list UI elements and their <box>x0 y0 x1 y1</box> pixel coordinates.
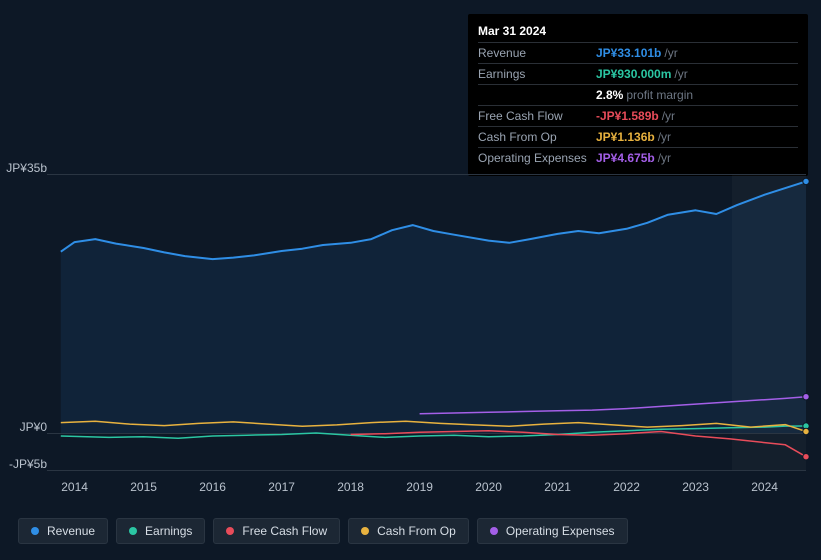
legend-item[interactable]: Revenue <box>18 518 108 544</box>
x-axis-label: 2023 <box>682 480 709 494</box>
legend-item[interactable]: Earnings <box>116 518 205 544</box>
x-axis-label: 2019 <box>406 480 433 494</box>
series-endpoint <box>803 178 809 184</box>
tooltip-date: Mar 31 2024 <box>478 22 798 42</box>
tooltip-row: Free Cash Flow-JP¥1.589b/yr <box>478 105 798 126</box>
tooltip-unit: /yr <box>664 44 677 62</box>
y-axis-label: JP¥0 <box>0 420 47 434</box>
legend-swatch <box>361 527 369 535</box>
tooltip-label: Revenue <box>478 44 596 62</box>
legend-label: Operating Expenses <box>506 524 615 538</box>
legend-swatch <box>490 527 498 535</box>
tooltip-unit: /yr <box>658 128 671 146</box>
tooltip-value: JP¥33.101b <box>596 44 661 62</box>
tooltip-extra-value: 2.8% <box>596 86 623 104</box>
legend-swatch <box>226 527 234 535</box>
financial-chart[interactable]: JP¥35b JP¥0 -JP¥5b 2014 2015 2016 2017 2018 201… <box>0 160 821 500</box>
legend-item[interactable]: Operating Expenses <box>477 518 628 544</box>
tooltip-extra-unit: profit margin <box>626 86 693 104</box>
tooltip-label: Earnings <box>478 65 596 83</box>
series-endpoint <box>803 394 809 400</box>
series-endpoint <box>803 428 809 434</box>
x-axis-label: 2024 <box>751 480 778 494</box>
plot-area <box>47 174 806 470</box>
legend-swatch <box>129 527 137 535</box>
chart-tooltip: Mar 31 2024 RevenueJP¥33.101b/yrEarnings… <box>468 14 808 176</box>
tooltip-value: JP¥1.136b <box>596 128 655 146</box>
x-axis-label: 2020 <box>475 480 502 494</box>
y-axis-label: JP¥35b <box>0 161 47 175</box>
legend-label: Revenue <box>47 524 95 538</box>
legend-item[interactable]: Free Cash Flow <box>213 518 340 544</box>
tooltip-row: 2.8%profit margin <box>478 84 798 105</box>
tooltip-row: EarningsJP¥930.000m/yr <box>478 63 798 84</box>
x-axis-label: 2016 <box>199 480 226 494</box>
tooltip-label: Cash From Op <box>478 128 596 146</box>
tooltip-value: -JP¥1.589b <box>596 107 659 125</box>
gridline <box>47 470 806 471</box>
series-endpoint <box>803 454 809 460</box>
x-axis-label: 2022 <box>613 480 640 494</box>
chart-legend: Revenue Earnings Free Cash Flow Cash From O… <box>18 518 628 544</box>
y-axis-label: -JP¥5b <box>0 457 47 471</box>
x-axis-label: 2014 <box>61 480 88 494</box>
tooltip-label: Free Cash Flow <box>478 107 596 125</box>
legend-label: Free Cash Flow <box>242 524 327 538</box>
series-line <box>351 431 806 457</box>
legend-label: Cash From Op <box>377 524 456 538</box>
tooltip-unit: /yr <box>662 107 675 125</box>
legend-swatch <box>31 527 39 535</box>
series-fill <box>61 181 806 433</box>
x-axis-label: 2015 <box>130 480 157 494</box>
x-axis-label: 2017 <box>268 480 295 494</box>
tooltip-value: JP¥930.000m <box>596 65 671 83</box>
x-axis-label: 2018 <box>337 480 364 494</box>
tooltip-row: Cash From OpJP¥1.136b/yr <box>478 126 798 147</box>
legend-item[interactable]: Cash From Op <box>348 518 469 544</box>
tooltip-row: RevenueJP¥33.101b/yr <box>478 42 798 63</box>
tooltip-unit: /yr <box>674 65 687 83</box>
x-axis-label: 2021 <box>544 480 571 494</box>
legend-label: Earnings <box>145 524 192 538</box>
